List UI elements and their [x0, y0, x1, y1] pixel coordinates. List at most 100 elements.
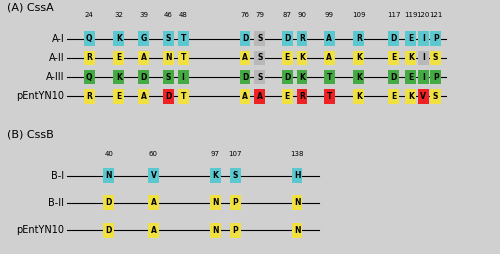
FancyBboxPatch shape — [296, 89, 308, 104]
FancyBboxPatch shape — [282, 89, 292, 104]
Text: K: K — [299, 73, 305, 82]
Text: P: P — [433, 73, 438, 82]
Text: V: V — [420, 92, 426, 101]
Text: E: E — [284, 53, 290, 62]
FancyBboxPatch shape — [84, 51, 94, 65]
Text: 138: 138 — [290, 151, 304, 157]
FancyBboxPatch shape — [163, 51, 174, 65]
Text: K: K — [356, 92, 362, 101]
FancyBboxPatch shape — [178, 70, 188, 84]
Text: K: K — [356, 53, 362, 62]
FancyBboxPatch shape — [163, 89, 174, 104]
Text: 48: 48 — [178, 12, 188, 19]
FancyBboxPatch shape — [282, 31, 292, 46]
FancyBboxPatch shape — [84, 31, 94, 46]
FancyBboxPatch shape — [84, 89, 94, 104]
Text: S: S — [166, 73, 171, 82]
FancyBboxPatch shape — [254, 70, 266, 84]
FancyBboxPatch shape — [296, 31, 308, 46]
FancyBboxPatch shape — [148, 168, 159, 183]
FancyBboxPatch shape — [178, 31, 188, 46]
Text: A: A — [242, 53, 248, 62]
Text: pEntYN10: pEntYN10 — [16, 225, 64, 235]
Text: T: T — [326, 92, 332, 101]
FancyBboxPatch shape — [296, 51, 308, 65]
Text: 119: 119 — [404, 12, 417, 19]
Text: P: P — [232, 198, 238, 208]
Text: S: S — [257, 34, 262, 43]
FancyBboxPatch shape — [230, 196, 240, 210]
FancyBboxPatch shape — [282, 70, 292, 84]
Text: D: D — [284, 34, 290, 43]
FancyBboxPatch shape — [406, 51, 416, 65]
Text: R: R — [86, 92, 92, 101]
FancyBboxPatch shape — [210, 196, 221, 210]
Text: (B) CssB: (B) CssB — [8, 130, 54, 139]
Text: E: E — [408, 34, 414, 43]
Text: H: H — [294, 171, 300, 180]
Text: 87: 87 — [282, 12, 292, 19]
FancyBboxPatch shape — [254, 51, 266, 65]
Text: R: R — [356, 34, 362, 43]
FancyBboxPatch shape — [324, 31, 334, 46]
Text: T: T — [326, 73, 332, 82]
Text: 32: 32 — [114, 12, 124, 19]
FancyBboxPatch shape — [148, 196, 159, 210]
Text: D: D — [390, 34, 396, 43]
Text: 24: 24 — [85, 12, 94, 19]
FancyBboxPatch shape — [230, 223, 240, 238]
FancyBboxPatch shape — [292, 196, 302, 210]
FancyBboxPatch shape — [104, 168, 115, 183]
FancyBboxPatch shape — [104, 223, 115, 238]
Text: 107: 107 — [228, 151, 242, 157]
Text: D: D — [165, 92, 172, 101]
FancyBboxPatch shape — [178, 51, 188, 65]
Text: Q: Q — [86, 34, 92, 43]
FancyBboxPatch shape — [138, 70, 149, 84]
FancyBboxPatch shape — [296, 70, 308, 84]
Text: N: N — [106, 171, 112, 180]
FancyBboxPatch shape — [138, 51, 149, 65]
FancyBboxPatch shape — [324, 70, 334, 84]
Text: S: S — [166, 34, 171, 43]
FancyBboxPatch shape — [354, 89, 364, 104]
FancyBboxPatch shape — [292, 223, 302, 238]
FancyBboxPatch shape — [254, 31, 266, 46]
Text: D: D — [242, 34, 248, 43]
FancyBboxPatch shape — [138, 89, 149, 104]
Text: A: A — [257, 92, 263, 101]
FancyBboxPatch shape — [430, 70, 441, 84]
FancyBboxPatch shape — [240, 31, 250, 46]
Text: A: A — [150, 198, 156, 208]
Text: A-I: A-I — [52, 34, 64, 44]
Text: E: E — [408, 73, 414, 82]
Text: S: S — [433, 92, 438, 101]
Text: A: A — [326, 53, 332, 62]
FancyBboxPatch shape — [292, 168, 302, 183]
Text: 60: 60 — [149, 151, 158, 157]
FancyBboxPatch shape — [430, 31, 441, 46]
Text: Q: Q — [86, 73, 92, 82]
Text: pEntYN10: pEntYN10 — [16, 91, 64, 102]
FancyBboxPatch shape — [114, 89, 124, 104]
Text: I: I — [422, 53, 424, 62]
Text: 39: 39 — [139, 12, 148, 19]
Text: A-III: A-III — [46, 72, 64, 82]
Text: B-I: B-I — [52, 171, 64, 181]
Text: R: R — [86, 53, 92, 62]
Text: I: I — [182, 73, 184, 82]
Text: (A) CssA: (A) CssA — [8, 3, 54, 12]
Text: E: E — [116, 92, 121, 101]
Text: K: K — [212, 171, 218, 180]
Text: N: N — [294, 226, 300, 235]
Text: 97: 97 — [211, 151, 220, 157]
FancyBboxPatch shape — [354, 51, 364, 65]
Text: E: E — [116, 53, 121, 62]
Text: D: D — [284, 73, 290, 82]
FancyBboxPatch shape — [254, 89, 266, 104]
Text: 79: 79 — [256, 12, 264, 19]
FancyBboxPatch shape — [418, 89, 428, 104]
Text: D: D — [390, 73, 396, 82]
FancyBboxPatch shape — [114, 70, 124, 84]
FancyBboxPatch shape — [104, 196, 115, 210]
